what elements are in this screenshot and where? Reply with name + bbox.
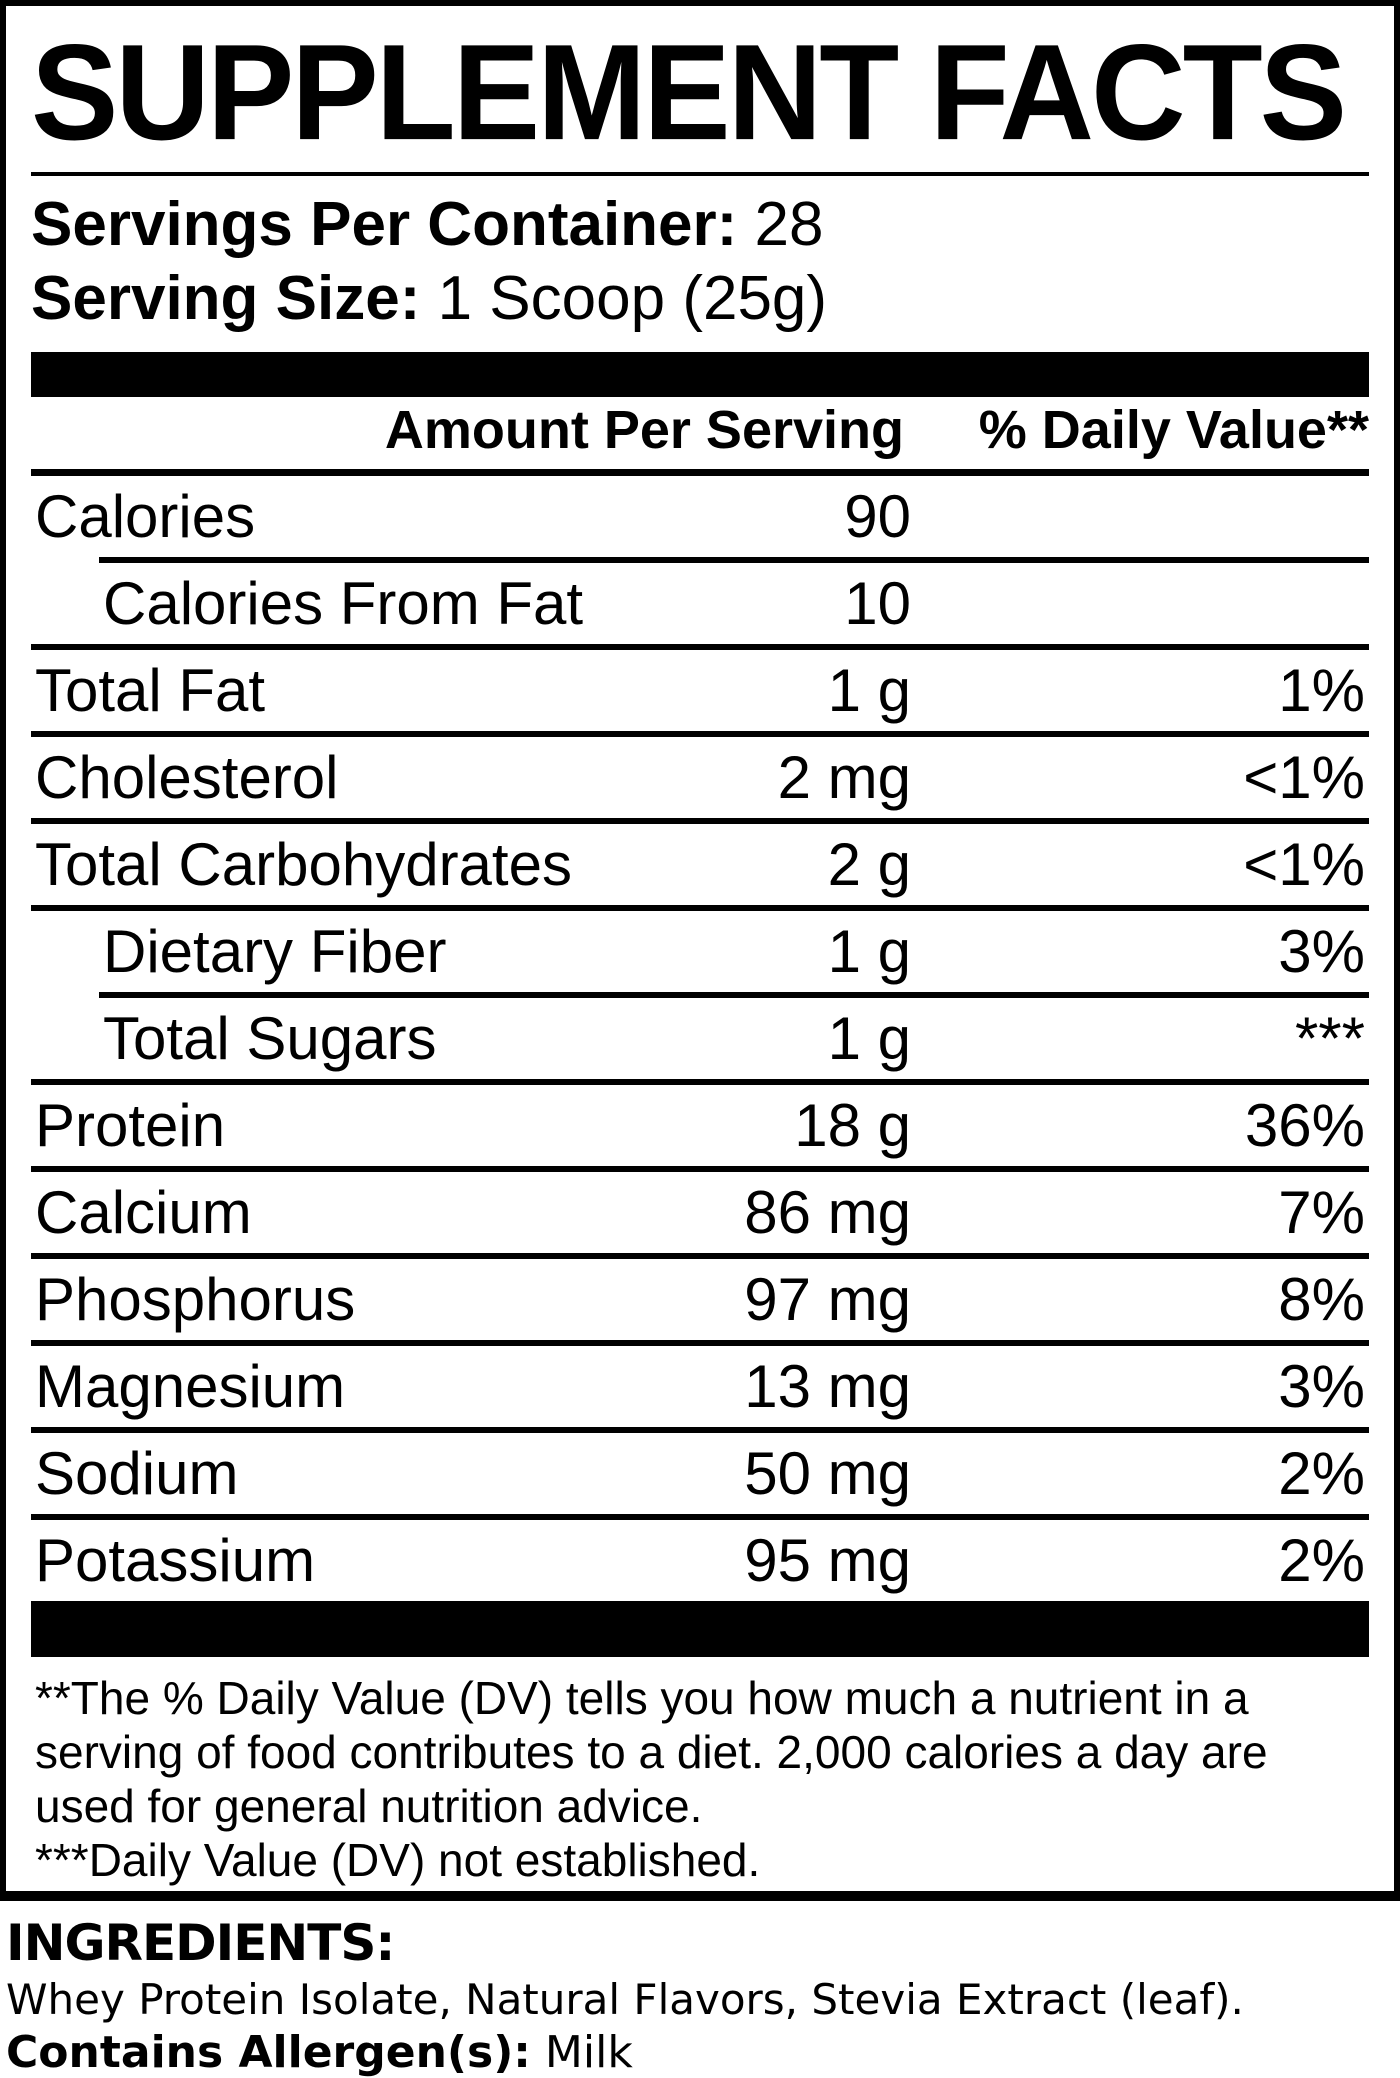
nutrient-amount: 18 g [794,1091,911,1159]
nutrient-name: Dietary Fiber [103,917,447,985]
table-row: Dietary Fiber 1 g 3% [31,904,1369,992]
ingredients-section: INGREDIENTS: Whey Protein Isolate, Natur… [0,1917,1400,2077]
nutrient-name: Potassium [35,1526,316,1594]
nutrient-name: Sodium [35,1439,239,1507]
nutrient-amount: 2 mg [777,743,911,811]
daily-value-footnote: **The % Daily Value (DV) tells you how m… [31,1657,1369,1891]
ingredients-list: Whey Protein Isolate, Natural Flavors, S… [6,1974,1244,2024]
daily-value-header: % Daily Value** [978,399,1369,460]
nutrient-table: Calories 90 Calories From Fat 10 Total F… [31,476,1369,1601]
table-row: Total Carbohydrates 2 g <1% [31,817,1369,905]
nutrient-amount: 86 mg [744,1178,911,1246]
nutrient-dv: <1% [1243,743,1365,811]
table-row: Cholesterol 2 mg <1% [31,730,1369,818]
nutrient-dv: 1% [1278,656,1365,724]
nutrient-amount: 50 mg [744,1439,911,1507]
nutrient-dv: 8% [1278,1265,1365,1333]
nutrient-dv: 7% [1278,1178,1365,1246]
nutrient-name: Protein [35,1091,226,1159]
nutrient-name: Cholesterol [35,743,339,811]
amount-per-serving-header: Amount Per Serving [384,399,904,460]
allergen-value: Milk [544,2026,633,2078]
facts-panel: SUPPLEMENT FACTS Servings Per Container:… [0,0,1400,1901]
table-row: Total Sugars 1 g *** [31,991,1369,1079]
allergen-label: Contains Allergen(s): [6,2026,531,2078]
nutrient-name: Total Fat [35,656,266,724]
table-row: Magnesium 13 mg 3% [31,1339,1369,1427]
nutrient-dv: *** [1294,1004,1365,1072]
table-row: Calories From Fat 10 [31,556,1369,644]
footnote-line: used for general nutrition advice. [35,1779,703,1832]
allergen-line: Contains Allergen(s): Milk [6,2026,1394,2078]
nutrient-amount: 97 mg [744,1265,911,1333]
nutrient-dv: 2% [1278,1526,1365,1594]
nutrient-amount: 1 g [827,917,911,985]
nutrient-name: Magnesium [35,1352,346,1420]
nutrient-amount: 13 mg [744,1352,911,1420]
serving-size-value: 1 Scoop (25g) [437,263,828,333]
nutrient-name: Phosphorus [35,1265,356,1333]
table-header-row: Amount Per Serving % Daily Value** [31,397,1369,476]
table-row: Calcium 86 mg 7% [31,1165,1369,1253]
section-divider-bar-bottom [31,1600,1369,1657]
footnote-line: serving of food contributes to a diet. 2… [35,1725,1268,1778]
footnote-line: **The % Daily Value (DV) tells you how m… [35,1671,1249,1724]
nutrient-name: Total Sugars [103,1004,437,1072]
nutrient-dv: 2% [1278,1439,1365,1507]
title-divider [31,171,1369,176]
nutrient-dv: 3% [1278,1352,1365,1420]
nutrient-amount: 10 [844,569,911,637]
panel-title: SUPPLEMENT FACTS [31,15,1347,169]
nutrient-dv: <1% [1243,830,1365,898]
nutrient-name: Calcium [35,1178,252,1246]
nutrient-name: Calories [35,482,256,550]
serving-size-line: Serving Size: 1 Scoop (25g) [31,262,1369,336]
servings-per-container-label: Servings Per Container: [31,189,738,259]
ingredients-heading: INGREDIENTS: [6,1913,395,1972]
serving-info: Servings Per Container: 28 Serving Size:… [31,188,1369,336]
table-row: Potassium 95 mg 2% [31,1513,1369,1601]
servings-per-container-line: Servings Per Container: 28 [31,188,1369,262]
table-row: Total Fat 1 g 1% [31,643,1369,731]
table-row: Sodium 50 mg 2% [31,1426,1369,1514]
nutrient-amount: 1 g [827,1004,911,1072]
nutrient-name: Total Carbohydrates [35,830,572,898]
nutrient-amount: 95 mg [744,1526,911,1594]
footnote-line: ***Daily Value (DV) not established. [35,1833,761,1886]
nutrient-amount: 2 g [827,830,911,898]
serving-size-label: Serving Size: [31,263,421,333]
table-row: Calories 90 [31,476,1369,557]
nutrient-dv: 36% [1244,1091,1365,1159]
table-row: Phosphorus 97 mg 8% [31,1252,1369,1340]
table-row: Protein 18 g 36% [31,1078,1369,1166]
nutrient-amount: 1 g [827,656,911,724]
nutrient-dv: 3% [1278,917,1365,985]
servings-per-container-value: 28 [754,189,824,259]
section-divider-bar-top [31,351,1369,397]
nutrient-amount: 90 [844,482,911,550]
nutrient-name: Calories From Fat [103,569,584,637]
